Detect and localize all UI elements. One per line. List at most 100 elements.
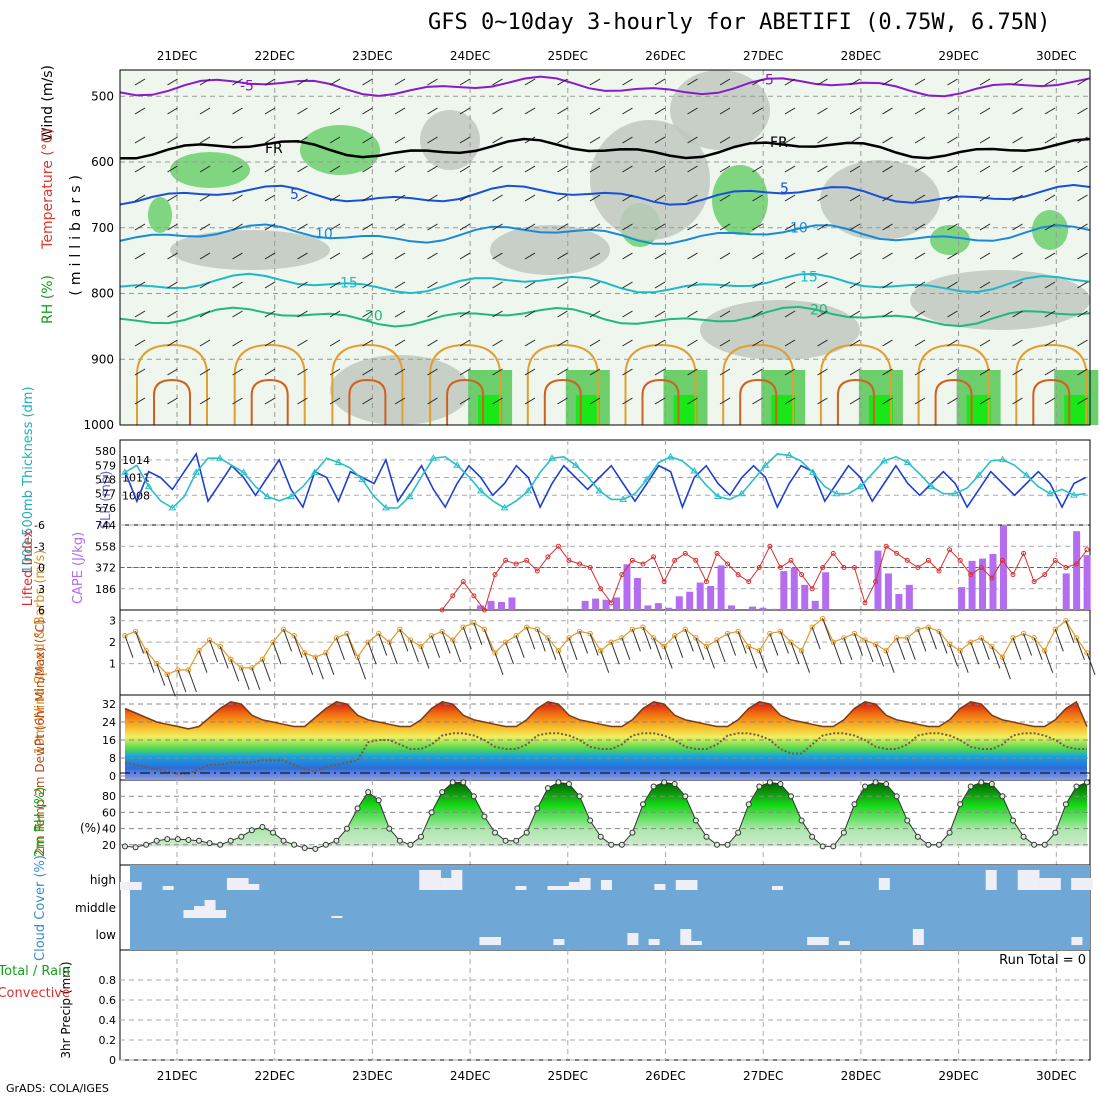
thickness-marker [548, 454, 556, 461]
wind-barb [492, 252, 503, 260]
wind-barb [459, 194, 471, 202]
wind-barb [283, 629, 293, 652]
wind-barb [459, 397, 471, 405]
wind-barb [219, 646, 229, 669]
rh2m-ytick-label: 20 [102, 839, 116, 852]
thickness-marker [761, 461, 770, 468]
li-marker [989, 575, 995, 581]
wind-barb [431, 635, 441, 658]
cape-bar [999, 525, 1007, 610]
rh2m-marker [978, 779, 985, 786]
cape-bar [790, 567, 798, 610]
wind-barb [187, 669, 197, 693]
wind-barb [1044, 368, 1056, 376]
wind-barb [145, 650, 155, 673]
wind-barb [394, 78, 406, 86]
cape-bar [979, 558, 987, 610]
wind-marker [576, 628, 583, 635]
wind-barb [362, 165, 373, 173]
wind-barb [849, 194, 861, 202]
wind-barb [297, 397, 308, 405]
wind-barb [557, 252, 568, 260]
wind-barb [427, 136, 438, 144]
wind-barb [362, 397, 373, 405]
wind-barb [297, 78, 308, 86]
wind-barb [459, 281, 471, 289]
wind-barb [473, 622, 483, 646]
wind-barb [135, 631, 145, 654]
wind-barb [394, 165, 406, 173]
wind-marker [809, 624, 815, 630]
wind-barb [849, 397, 861, 405]
temp-contour-0 [119, 75, 1091, 98]
li-marker [873, 579, 879, 585]
cape-bar [1073, 531, 1081, 610]
rh2m-marker [555, 779, 562, 786]
wind-barb [610, 641, 620, 665]
wind-barb [394, 252, 406, 260]
xtick-label-top: 30DEC [1036, 49, 1076, 63]
cloud-background [130, 865, 1090, 950]
rh2m-marker [1031, 841, 1038, 848]
wind-barb [297, 165, 308, 173]
cape-bar [592, 598, 600, 610]
wind-barb [134, 281, 146, 289]
rh2m-marker [227, 837, 234, 844]
temp-ytick-label: 32 [102, 698, 116, 711]
wind-barb [167, 78, 178, 86]
dewpt-line [124, 732, 1087, 775]
wind-barb [427, 194, 438, 202]
wind-barb [687, 165, 698, 173]
li-ytick-label: 6 [38, 604, 45, 617]
wind-barb [914, 78, 926, 86]
cloud-low-bar [817, 937, 829, 945]
wind-barb [882, 252, 893, 260]
li-marker [777, 565, 783, 570]
wind-barb [297, 107, 308, 115]
wind-barb [409, 639, 419, 663]
wind-barb [362, 368, 373, 376]
rh2m-marker [608, 841, 615, 848]
rh2m-marker [523, 829, 530, 836]
wind-marker [196, 648, 202, 654]
wind-marker [925, 624, 932, 630]
cape-bar [644, 605, 652, 610]
wind-barb [784, 339, 796, 347]
rh2m-marker [439, 789, 446, 796]
temp-contour-label: 10 [315, 226, 333, 242]
cloud-high-bar [1071, 878, 1083, 890]
li-marker [481, 607, 487, 613]
rh-contour-fill [820, 160, 940, 240]
wind-barb [483, 629, 493, 652]
cape-bar [759, 607, 767, 610]
precip-ytick-label: 0.8 [99, 974, 117, 987]
wind-marker [206, 637, 213, 643]
li-marker [566, 557, 572, 563]
wind-barb [737, 631, 747, 654]
ylabel-slp: SLP (mb) [99, 471, 114, 530]
wind-barb [758, 650, 768, 673]
thickness-marker [1022, 471, 1031, 478]
rh2m-marker [597, 833, 604, 840]
wind-marker [1020, 630, 1027, 637]
wind-barb [1012, 339, 1023, 347]
cape-bar [717, 565, 725, 610]
wind-barb [293, 635, 303, 658]
thickness-marker [880, 457, 888, 464]
wind-marker [524, 624, 530, 630]
wind-barb [557, 223, 568, 231]
wind-marker [365, 639, 371, 645]
rh2m-marker [883, 781, 890, 788]
ua-ytick-label: 700 [91, 221, 114, 235]
cloud-high-bar [1049, 878, 1061, 890]
wind-barb [1012, 223, 1023, 231]
thickness-marker [975, 471, 983, 478]
cape-bar [748, 606, 756, 610]
wind-barb [232, 136, 243, 144]
wind-barb [167, 223, 178, 231]
temp-ytick-label: 16 [102, 734, 116, 747]
wind-barb [536, 629, 546, 652]
cloud-high-bar [686, 880, 698, 890]
li-marker [598, 586, 604, 592]
wind-barb [589, 397, 601, 405]
